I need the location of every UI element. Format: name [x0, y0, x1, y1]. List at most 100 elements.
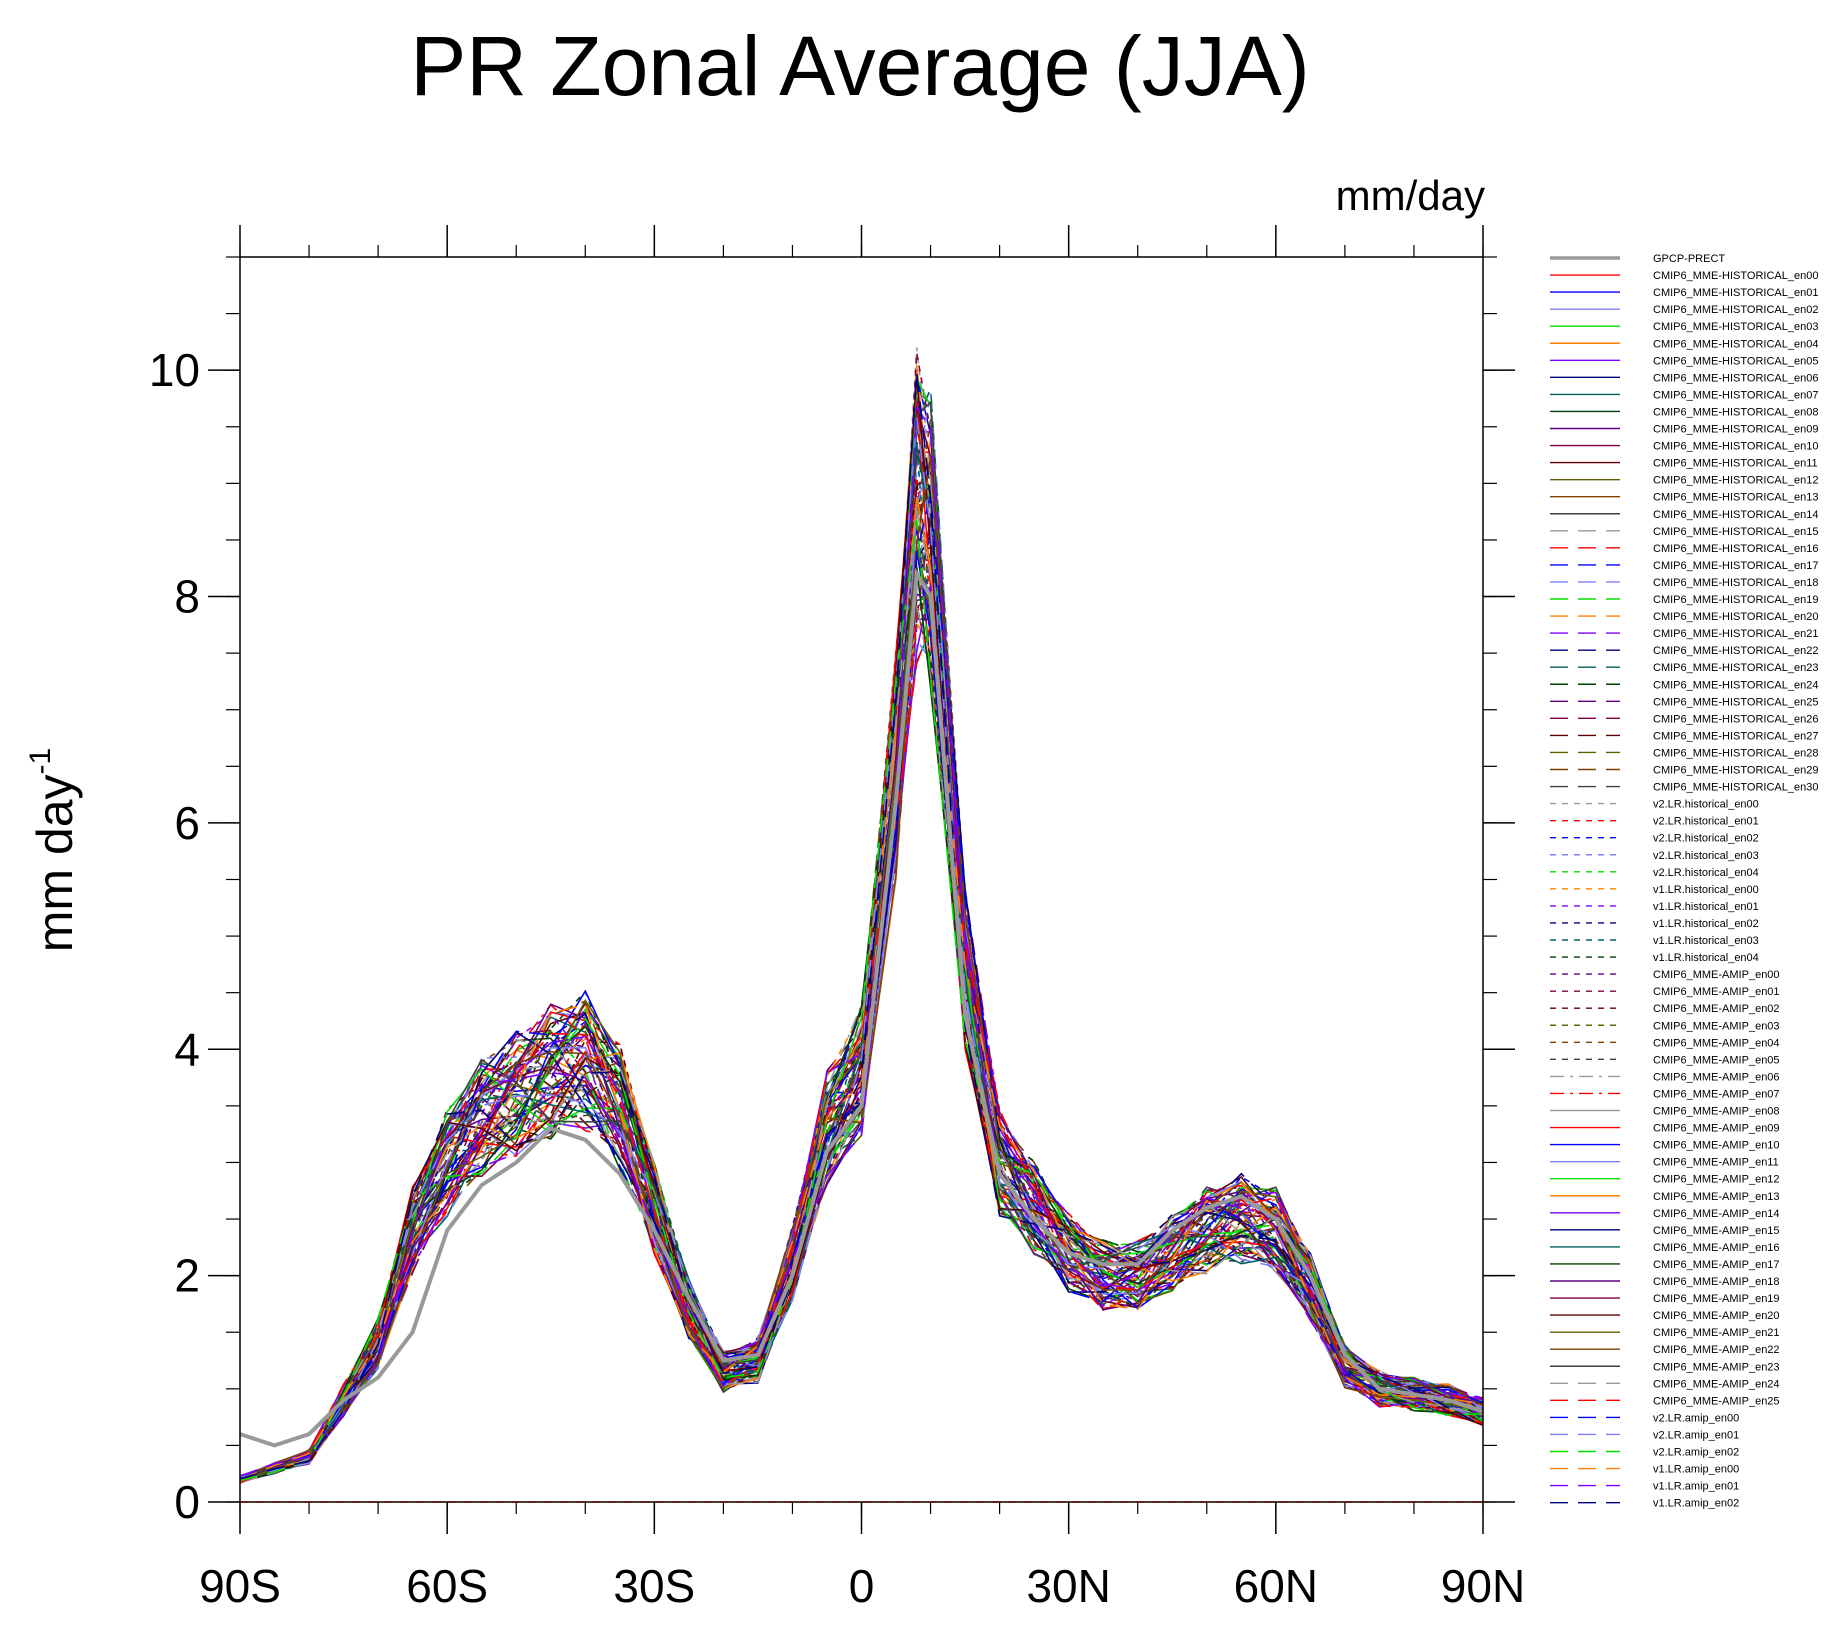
series-line-v2.LR.historical_en03: [239, 393, 1484, 1479]
legend: GPCP-PRECT CMIP6_MME-HISTORICAL_en00 CMIP6…: [1550, 253, 1818, 1510]
series-line-CMIP6_MME-HISTORICAL_en26: [239, 515, 1484, 1481]
series-line-CMIP6_MME-HISTORICAL_en20: [239, 364, 1484, 1478]
legend-label: v1.LR.historical_en03: [1653, 935, 1759, 947]
legend-label: v2.LR.historical_en00: [1653, 799, 1759, 811]
series-line-CMIP6_MME-AMIP_en00: [239, 470, 1484, 1478]
legend-label: CMIP6_MME-HISTORICAL_en20: [1653, 611, 1818, 623]
legend-label: CMIP6_MME-HISTORICAL_en24: [1653, 679, 1818, 691]
series-line-CMIP6_MME-AMIP_en20: [239, 376, 1484, 1480]
series-line-CMIP6_MME-HISTORICAL_en28: [239, 490, 1484, 1481]
legend-label: v1.LR.historical_en02: [1653, 918, 1759, 930]
legend-label: CMIP6_MME-HISTORICAL_en15: [1653, 526, 1818, 538]
x-tick-label: 60N: [1234, 1560, 1318, 1612]
y-axis-label-exponent: -1: [24, 748, 57, 775]
chart-title: PR Zonal Average (JJA): [410, 19, 1310, 113]
legend-label: CMIP6_MME-AMIP_en11: [1653, 1157, 1779, 1169]
legend-label: CMIP6_MME-AMIP_en12: [1653, 1174, 1780, 1186]
legend-label: CMIP6_MME-AMIP_en04: [1653, 1037, 1780, 1049]
series-line-CMIP6_MME-HISTORICAL_en09: [239, 397, 1484, 1479]
series-line-CMIP6_MME-HISTORICAL_en13: [239, 406, 1484, 1481]
series-line-CMIP6_MME-HISTORICAL_en27: [239, 453, 1484, 1479]
series-line-CMIP6_MME-AMIP_en05: [239, 453, 1484, 1481]
legend-label: v1.LR.amip_en02: [1653, 1498, 1739, 1510]
legend-label: CMIP6_MME-HISTORICAL_en11: [1653, 458, 1818, 470]
legend-label: CMIP6_MME-AMIP_en08: [1653, 1106, 1780, 1118]
legend-label: CMIP6_MME-HISTORICAL_en13: [1653, 492, 1818, 504]
observation-line-gpcp: [239, 567, 1484, 1448]
y-axis-label: mm day-1: [24, 748, 83, 953]
series-line-CMIP6_MME-HISTORICAL_en24: [239, 426, 1484, 1481]
legend-label: v1.LR.historical_en01: [1653, 901, 1759, 913]
legend-label: GPCP-PRECT: [1653, 253, 1725, 265]
series-line-CMIP6_MME-HISTORICAL_en08: [239, 490, 1484, 1478]
legend-label: CMIP6_MME-HISTORICAL_en05: [1653, 355, 1818, 367]
legend-label: CMIP6_MME-AMIP_en22: [1653, 1344, 1780, 1356]
series-line-CMIP6_MME-HISTORICAL_en01: [239, 375, 1484, 1477]
legend-label: v2.LR.historical_en04: [1653, 867, 1759, 879]
legend-label: CMIP6_MME-HISTORICAL_en19: [1653, 594, 1818, 606]
legend-label: CMIP6_MME-HISTORICAL_en08: [1653, 406, 1818, 418]
series-line-CMIP6_MME-HISTORICAL_en04: [239, 437, 1484, 1480]
x-tick-label: 90N: [1441, 1560, 1525, 1612]
legend-label: CMIP6_MME-AMIP_en01: [1653, 986, 1780, 998]
legend-label: CMIP6_MME-AMIP_en24: [1653, 1378, 1780, 1390]
series-line-CMIP6_MME-AMIP_en22: [239, 457, 1484, 1480]
series-line-CMIP6_MME-AMIP_en13: [239, 497, 1484, 1483]
legend-label: CMIP6_MME-AMIP_en19: [1653, 1293, 1780, 1305]
series-line-CMIP6_MME-AMIP_en01: [239, 352, 1484, 1478]
series-line-v2.LR.amip_en01: [239, 417, 1484, 1479]
legend-label: CMIP6_MME-HISTORICAL_en25: [1653, 696, 1818, 708]
legend-label: v2.LR.amip_en02: [1653, 1447, 1739, 1459]
legend-label: CMIP6_MME-HISTORICAL_en03: [1653, 321, 1818, 333]
legend-label: CMIP6_MME-HISTORICAL_en21: [1653, 628, 1818, 640]
series-line-CMIP6_MME-HISTORICAL_en21: [239, 488, 1484, 1482]
legend-label: CMIP6_MME-HISTORICAL_en07: [1653, 389, 1818, 401]
series-line-v1.LR.amip_en02: [239, 372, 1484, 1480]
legend-label: CMIP6_MME-AMIP_en06: [1653, 1071, 1780, 1083]
series-line-CMIP6_MME-AMIP_en11: [239, 457, 1484, 1479]
series-line-CMIP6_MME-AMIP_en03: [239, 550, 1484, 1483]
legend-label: CMIP6_MME-HISTORICAL_en23: [1653, 662, 1818, 674]
legend-label: CMIP6_MME-HISTORICAL_en27: [1653, 730, 1818, 742]
legend-label: CMIP6_MME-AMIP_en23: [1653, 1361, 1780, 1373]
legend-label: CMIP6_MME-AMIP_en14: [1653, 1208, 1780, 1220]
series-line-v1.LR.historical_en02: [239, 442, 1484, 1478]
legend-label: CMIP6_MME-AMIP_en17: [1653, 1259, 1780, 1271]
series-line-v2.LR.historical_en01: [239, 476, 1484, 1482]
legend-label: v2.LR.amip_en00: [1653, 1412, 1739, 1424]
legend-label: CMIP6_MME-HISTORICAL_en22: [1653, 645, 1818, 657]
series-line-CMIP6_MME-AMIP_en23: [239, 400, 1484, 1479]
legend-label: CMIP6_MME-AMIP_en16: [1653, 1242, 1780, 1254]
series-line-CMIP6_MME-AMIP_en24: [239, 509, 1484, 1483]
observation-layer: [239, 567, 1484, 1448]
legend-label: v1.LR.historical_en04: [1653, 952, 1759, 964]
legend-label: CMIP6_MME-AMIP_en15: [1653, 1225, 1780, 1237]
legend-label: CMIP6_MME-AMIP_en10: [1653, 1140, 1780, 1152]
series-line-CMIP6_MME-AMIP_en15: [239, 456, 1484, 1479]
legend-label: CMIP6_MME-AMIP_en02: [1653, 1003, 1780, 1015]
legend-label: CMIP6_MME-HISTORICAL_en28: [1653, 747, 1818, 759]
legend-label: CMIP6_MME-HISTORICAL_en26: [1653, 713, 1818, 725]
legend-label: CMIP6_MME-HISTORICAL_en04: [1653, 338, 1818, 350]
series-line-CMIP6_MME-HISTORICAL_en30: [239, 483, 1484, 1478]
series-line-CMIP6_MME-HISTORICAL_en16: [239, 451, 1484, 1479]
series-line-CMIP6_MME-HISTORICAL_en23: [239, 387, 1484, 1479]
series-line-v2.LR.historical_en04: [239, 445, 1484, 1481]
x-tick-label: 90S: [199, 1560, 281, 1612]
series-line-CMIP6_MME-AMIP_en19: [239, 406, 1484, 1477]
series-line-CMIP6_MME-AMIP_en21: [239, 546, 1484, 1483]
series-line-CMIP6_MME-HISTORICAL_en05: [239, 430, 1484, 1480]
legend-label: CMIP6_MME-HISTORICAL_en00: [1653, 270, 1818, 282]
y-tick-label: 10: [149, 344, 200, 396]
legend-label: CMIP6_MME-HISTORICAL_en10: [1653, 441, 1818, 453]
series-line-v2.LR.historical_en02: [239, 533, 1484, 1482]
x-tick-label: 0: [849, 1560, 875, 1612]
axes-layer: 90S 60S 30S 0 30N 60N 90N 0 2 4 6 8 10: [149, 225, 1525, 1612]
legend-label: CMIP6_MME-HISTORICAL_en06: [1653, 372, 1818, 384]
legend-label: v2.LR.historical_en01: [1653, 816, 1759, 828]
legend-label: CMIP6_MME-HISTORICAL_en01: [1653, 287, 1818, 299]
x-tick-label: 30N: [1026, 1560, 1110, 1612]
legend-label: v1.LR.amip_en01: [1653, 1481, 1739, 1493]
legend-label: CMIP6_MME-AMIP_en13: [1653, 1191, 1780, 1203]
